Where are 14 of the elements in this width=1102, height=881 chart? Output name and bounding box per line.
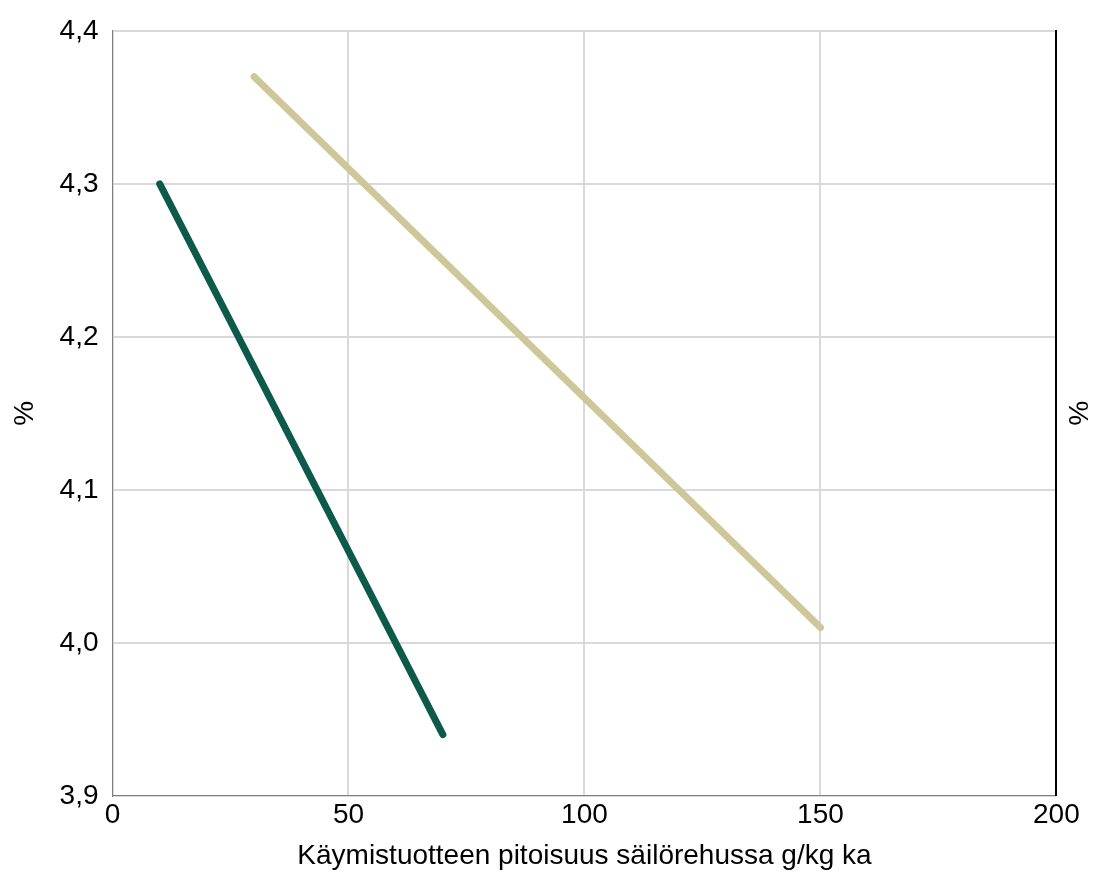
y-tick-label: 4,3 [59,166,99,198]
x-tick-label: 100 [561,798,608,830]
y-tick-label: 3,9 [59,778,99,810]
x-tick-label: 200 [1033,798,1080,830]
x-tick-label: 50 [332,798,365,830]
y-axis-title: % [7,400,39,426]
x-axis-title: Käymistuotteen pitoisuus säilörehussa g/kg ka [297,838,873,870]
y2-axis-title: % [1063,400,1095,426]
y-tick-label: 4,2 [59,319,99,351]
y-tick-label: 4,0 [59,625,99,657]
x-tick-label: 150 [797,798,844,830]
y-tick-label: 4,1 [59,472,99,504]
y-tick-label: 4,4 [59,13,99,45]
x-tick-label: 0 [104,798,121,830]
